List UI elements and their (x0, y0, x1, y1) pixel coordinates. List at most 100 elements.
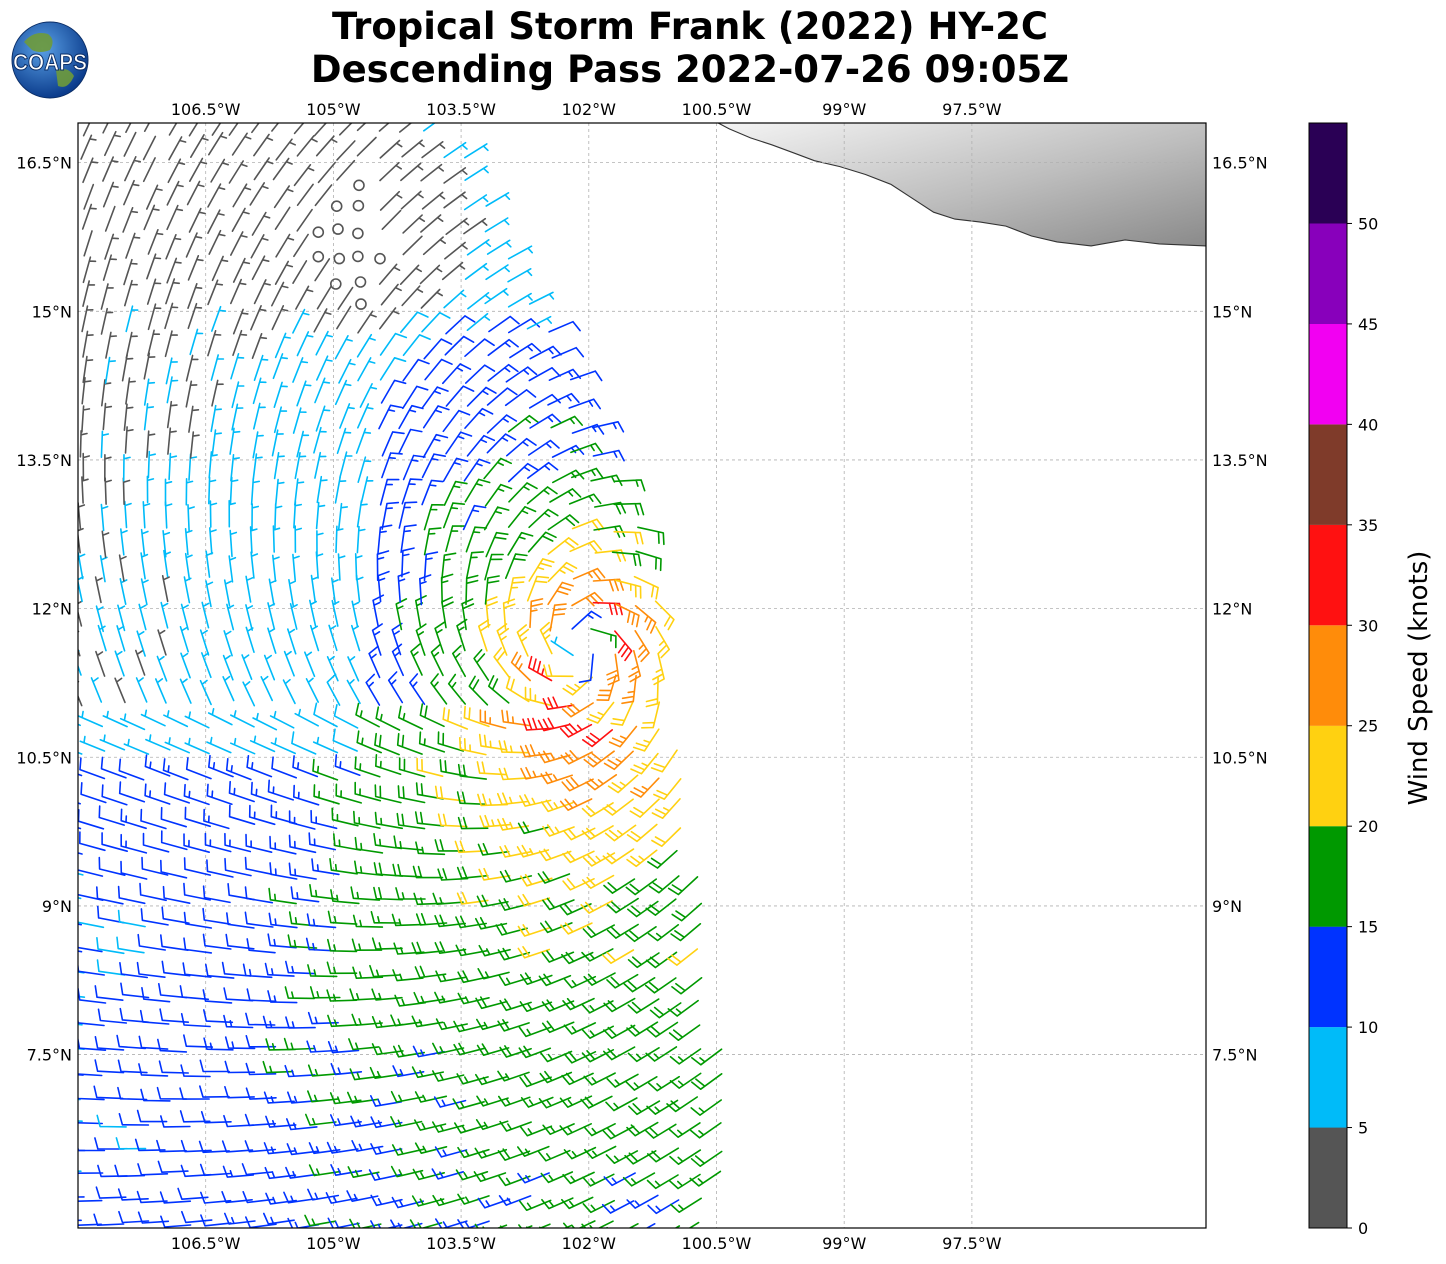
wind-barb (333, 704, 359, 729)
wind-barb (334, 754, 361, 776)
wind-barb (122, 477, 131, 505)
wind-barb (466, 313, 491, 331)
wind-barb (603, 750, 634, 771)
calm-circle (354, 276, 367, 288)
calm-circle (332, 223, 344, 235)
wind-barb (354, 836, 384, 854)
wind-barb (309, 986, 341, 999)
wind-barb (104, 205, 116, 232)
colorbar-bin (1309, 223, 1347, 324)
wind-barb (347, 656, 360, 682)
wind-barb (208, 131, 228, 156)
wind-barb (603, 997, 636, 1013)
wind-barb (120, 860, 148, 880)
wind-barb (547, 581, 574, 606)
wind-barb (495, 923, 528, 936)
wind-barb (228, 780, 255, 803)
wind-barb (538, 848, 572, 862)
wind-barb (155, 678, 167, 704)
wind-barb (421, 191, 446, 210)
wind-barb (370, 1143, 403, 1155)
wind-barb (304, 651, 316, 678)
colorbar-bin (1309, 826, 1347, 927)
wind-barb (445, 525, 465, 552)
wind-barb (420, 163, 444, 182)
plot-background (78, 123, 1206, 1228)
wind-barb (498, 767, 530, 781)
calm-circle (352, 199, 365, 212)
wind-barb (115, 1137, 147, 1150)
wind-barb (202, 933, 232, 950)
wind-barb (231, 381, 245, 409)
wind-barb (581, 1049, 615, 1063)
wind-barb (625, 926, 657, 943)
wind-barb (541, 1197, 574, 1210)
wind-barb (626, 849, 658, 868)
wind-barb (283, 1191, 315, 1204)
wind-barb (336, 159, 356, 181)
wind-barb (166, 180, 184, 206)
wind-barb (167, 158, 186, 184)
colorbar-bin (1309, 123, 1347, 224)
wind-barb (229, 476, 239, 505)
wind-barb (422, 433, 449, 459)
lat-tick-label: 15°N (1212, 302, 1252, 321)
wind-barb (654, 600, 675, 631)
wind-barb (294, 708, 319, 727)
wind-barb (231, 403, 244, 431)
wind-barb (244, 1113, 277, 1127)
wind-barb (82, 280, 96, 307)
wind-barb (78, 1094, 105, 1101)
wind-barb (650, 749, 678, 773)
wind-barb (251, 255, 270, 281)
wind-barb (211, 379, 224, 407)
wind-barb (315, 405, 331, 432)
wind-barb (138, 1063, 169, 1077)
wind-barb (582, 729, 613, 748)
wind-barb (138, 603, 147, 631)
wind-barb (306, 913, 337, 929)
wind-barb (140, 808, 167, 830)
lon-tick-label: 106.5°W (171, 1234, 241, 1253)
wind-barb (393, 1044, 425, 1058)
wind-barb (547, 537, 579, 555)
wind-barb (334, 379, 352, 406)
wind-barb (529, 598, 544, 629)
wind-barb (187, 255, 204, 281)
wind-barb (78, 1016, 105, 1027)
wind-barb (592, 578, 624, 592)
wind-barb (146, 184, 163, 210)
wind-barb (292, 407, 307, 434)
wind-barb (346, 1190, 379, 1202)
wind-barb (610, 700, 634, 726)
wind-barb (399, 264, 422, 285)
wind-barb (101, 784, 128, 806)
wind-barb (432, 1194, 465, 1207)
wind-barb (398, 404, 424, 430)
wind-barb (143, 378, 156, 406)
wind-barb (210, 354, 225, 381)
wind-barbs (78, 123, 723, 1228)
wind-barb (352, 914, 384, 928)
wind-barb (180, 1139, 212, 1153)
wind-barb (114, 650, 125, 677)
wind-barb (360, 476, 374, 504)
wind-barb (241, 654, 253, 680)
wind-barb (188, 207, 206, 233)
wind-barb (625, 878, 657, 896)
wind-barb (563, 827, 596, 841)
wind-barb (465, 574, 479, 606)
wind-barb (186, 180, 205, 206)
wind-barb (102, 710, 128, 728)
wind-barb (329, 858, 358, 875)
wind-barb (163, 782, 190, 804)
wind-barb (647, 1147, 680, 1163)
lon-tick-label: 99°W (822, 100, 866, 119)
lon-tick-label: 97.5°W (942, 1234, 1002, 1253)
wind-barb (529, 413, 562, 429)
wind-barb (559, 1095, 593, 1108)
wind-barb (315, 135, 338, 157)
wind-barb (119, 713, 146, 731)
wind-barb (207, 279, 224, 306)
wind-barb (242, 681, 256, 707)
